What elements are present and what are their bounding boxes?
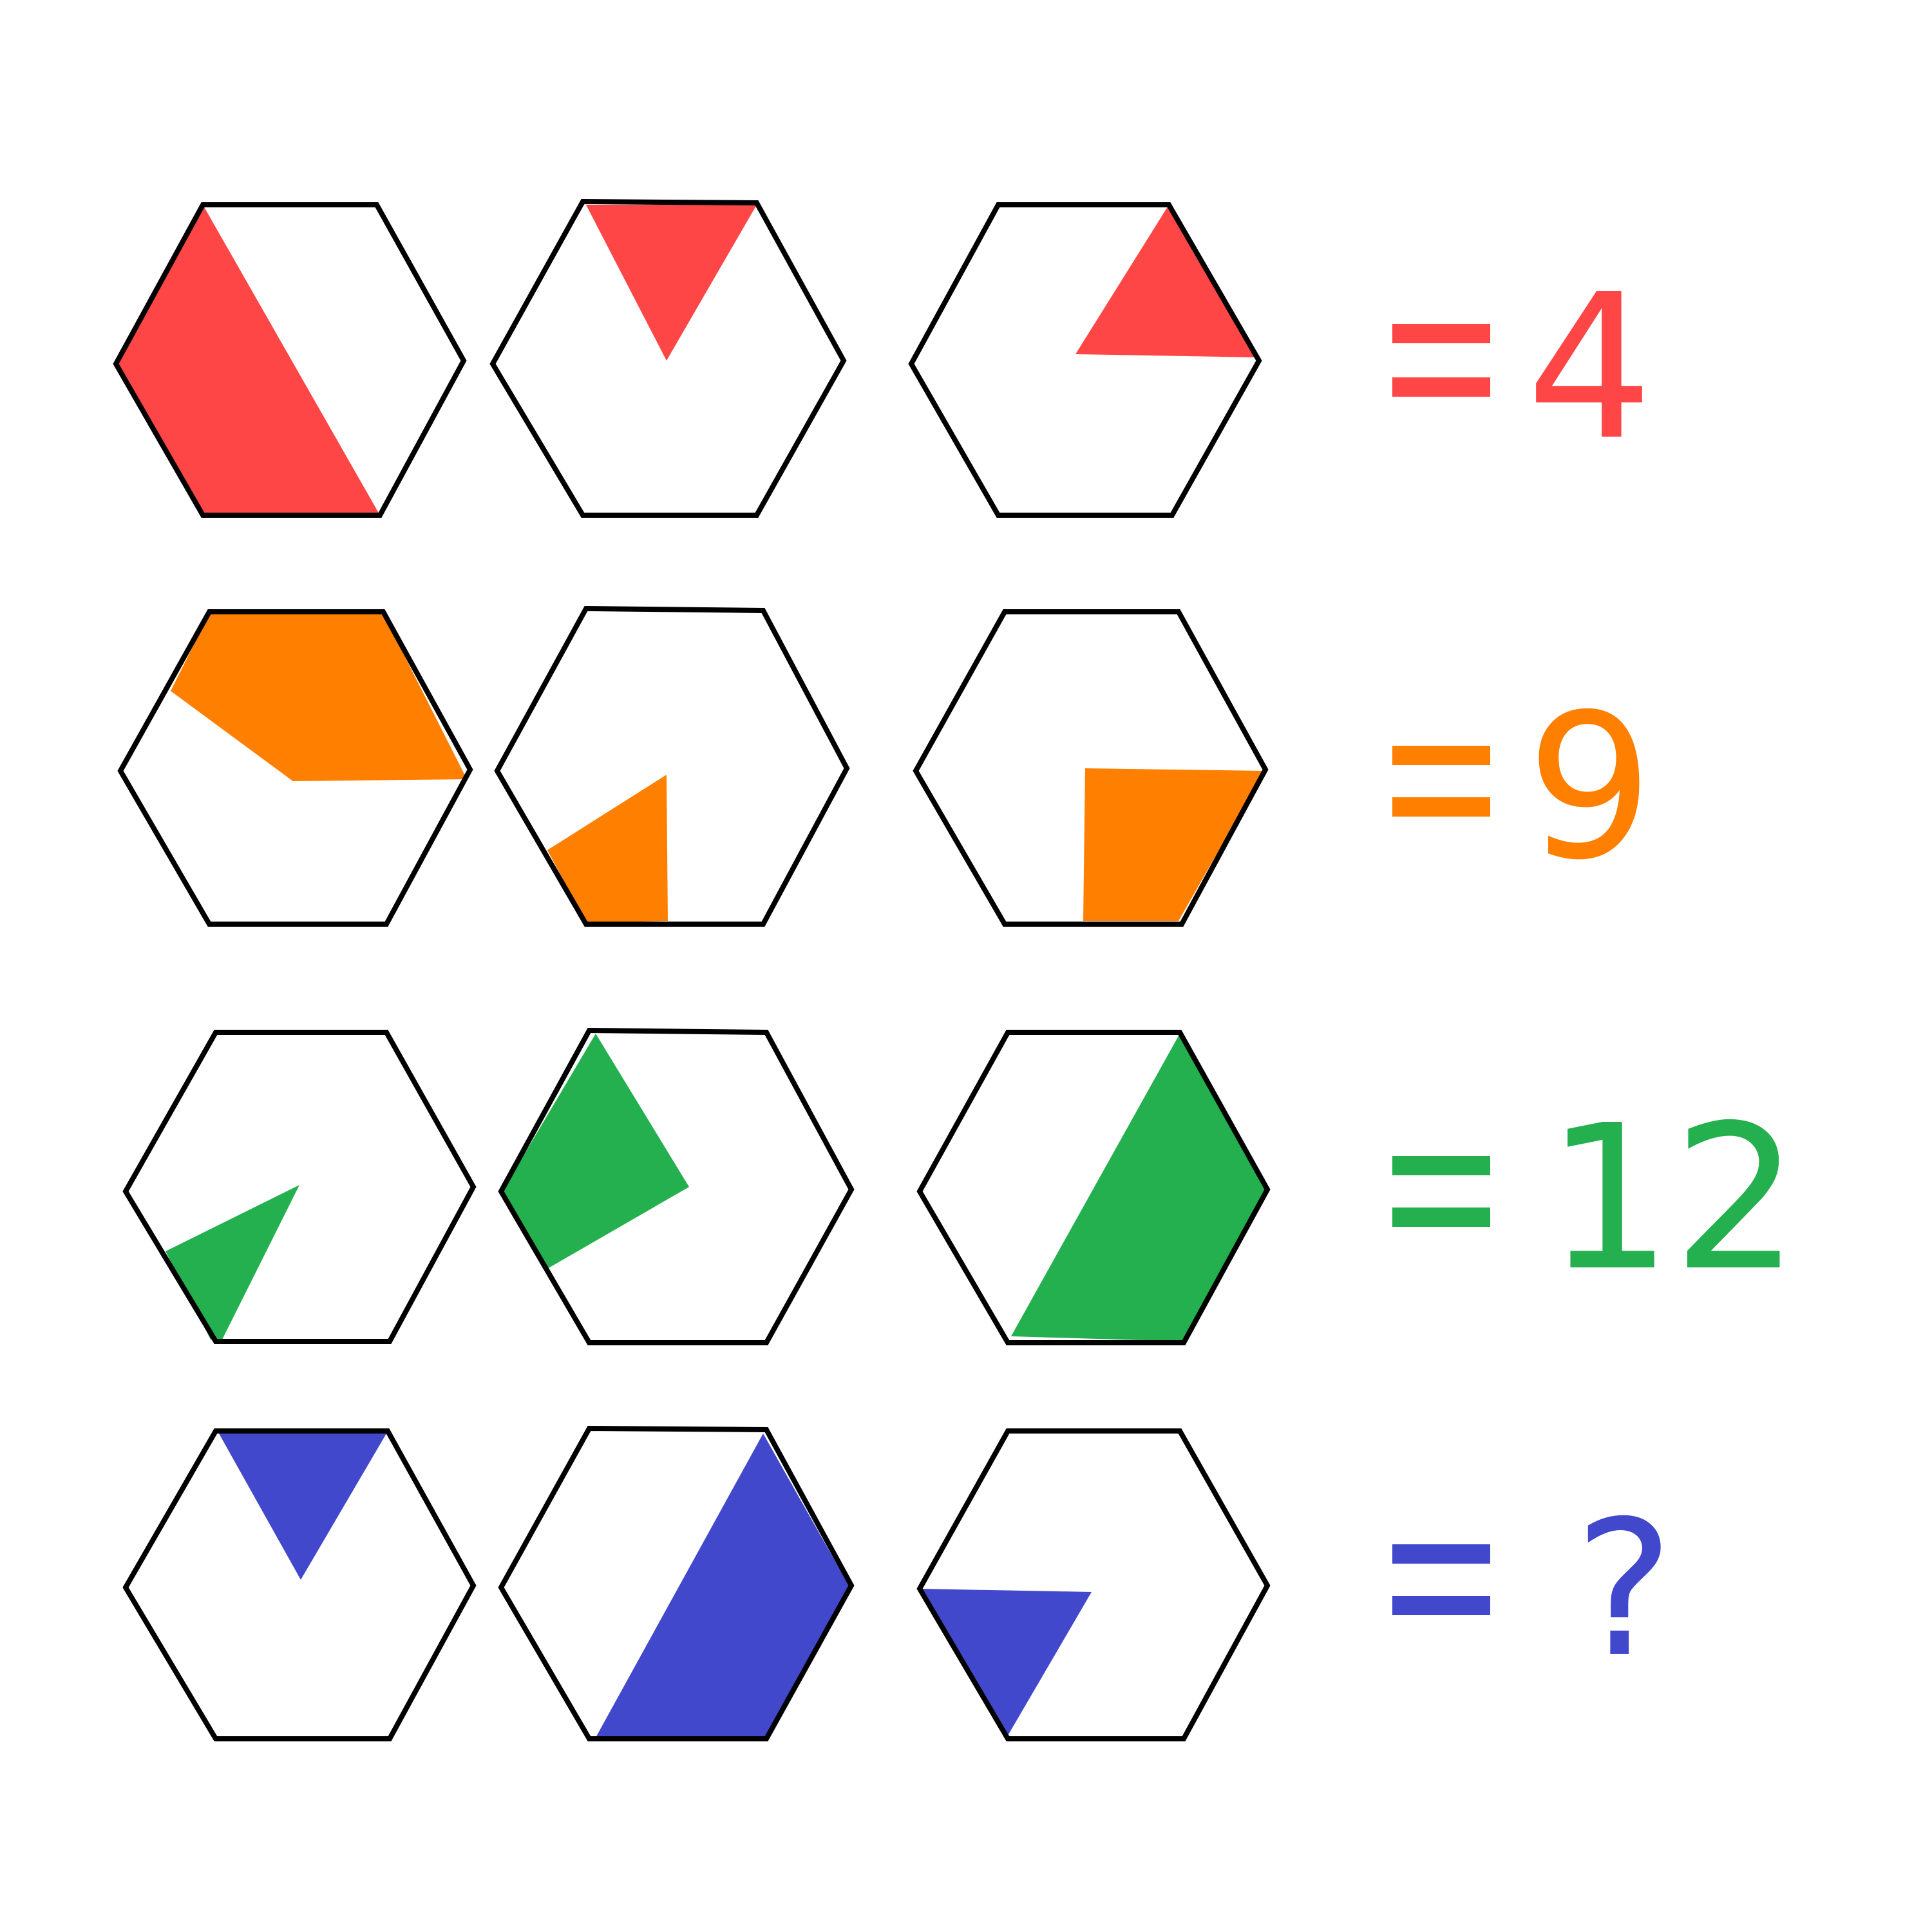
row-4-hexagon-2-shading xyxy=(596,1434,849,1738)
row-2-hexagon-1-outline xyxy=(117,609,473,927)
row-4-hexagon-3-shading xyxy=(920,1589,1092,1739)
row-1-equals-top-bar xyxy=(1392,324,1490,343)
row-2-hexagon-3 xyxy=(913,609,1269,927)
row-4-hexagon-3 xyxy=(916,1428,1271,1741)
row-2-hexagon-2-outline xyxy=(494,605,850,927)
row-3-equals-top-bar xyxy=(1392,1156,1490,1175)
row-1-hexagon-3-outline xyxy=(908,202,1262,518)
row-3-hexagon-1-outline xyxy=(122,1030,477,1344)
row-4-hexagon-2 xyxy=(498,1425,855,1741)
row-3-hexagon-2 xyxy=(498,1027,855,1345)
row-2-hexagon-2 xyxy=(494,605,850,927)
row-3-equals-bottom-bar xyxy=(1392,1208,1490,1227)
row-2-hexagon-1 xyxy=(117,609,473,927)
row-3-hexagon-2-shading xyxy=(502,1034,689,1269)
row-4-hexagon-1-outline xyxy=(122,1428,477,1741)
row-3-result: 12 xyxy=(1546,1083,1799,1315)
row-3-hexagon-3 xyxy=(916,1030,1271,1345)
row-2-result: 9 xyxy=(1526,672,1653,904)
row-4-hexagon-1 xyxy=(122,1428,477,1741)
row-3-hexagon-1 xyxy=(122,1030,477,1344)
row-2-equals-bottom-bar xyxy=(1392,797,1490,817)
row-1-hexagon-2-shading xyxy=(586,205,757,361)
row-2-hexagon-3-outline xyxy=(913,609,1269,927)
row-3-hexagon-3-shading xyxy=(1011,1034,1267,1341)
row-4-hexagon-2-outline xyxy=(498,1425,855,1741)
row-3-hexagon-3-outline xyxy=(916,1030,1271,1345)
row-2-equals-top-bar xyxy=(1392,746,1490,765)
row-1: 4 xyxy=(113,198,1653,518)
row-4-hexagon-3-outline xyxy=(916,1428,1271,1741)
row-1-hexagon-1-shading xyxy=(116,205,380,515)
row-3: 12 xyxy=(122,1027,1799,1345)
row-1-hexagon-2 xyxy=(489,198,847,518)
row-4-equals-top-bar xyxy=(1392,1544,1490,1564)
row-1-result: 4 xyxy=(1526,252,1653,484)
row-1-hexagon-2-outline xyxy=(489,198,847,518)
row-4: ? xyxy=(122,1425,1674,1741)
row-3-hexagon-2-outline xyxy=(498,1027,855,1345)
row-1-hexagon-3-shading xyxy=(1075,205,1259,357)
row-2: 9 xyxy=(117,605,1653,927)
row-1-equals-bottom-bar xyxy=(1392,377,1490,397)
row-4-result: ? xyxy=(1575,1481,1674,1698)
row-2-hexagon-2-shading xyxy=(547,775,668,923)
row-1-hexagon-1-outline xyxy=(113,202,467,518)
row-3-hexagon-1-shading xyxy=(166,1185,299,1340)
row-2-hexagon-3-shading xyxy=(1083,768,1264,921)
row-1-hexagon-3 xyxy=(908,202,1262,518)
row-1-hexagon-1 xyxy=(113,202,467,518)
row-4-equals-bottom-bar xyxy=(1392,1596,1490,1615)
row-2-hexagon-1-shading xyxy=(171,614,467,781)
row-4-hexagon-1-shading xyxy=(219,1434,386,1580)
